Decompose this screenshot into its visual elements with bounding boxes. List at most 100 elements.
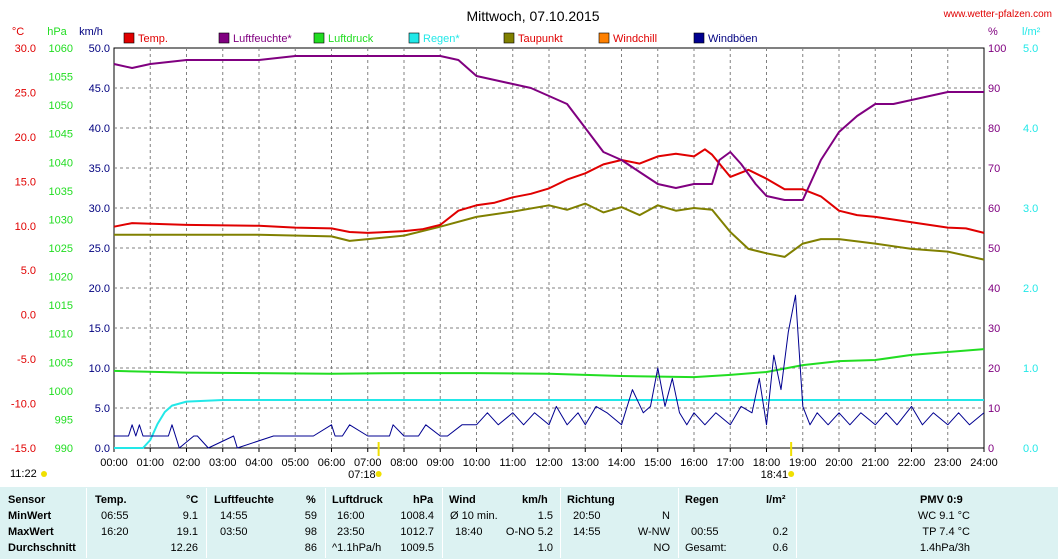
chart-axes: 00:00 01:00 02:00 03:00 04:00 05:00 06:00 07:00… xyxy=(11,26,1041,469)
pressure-axis-label: 1020 xyxy=(49,272,73,284)
avg-pressure-value: 1009.5 xyxy=(400,542,434,554)
humidity-axis-label: 70 xyxy=(988,163,1000,175)
legend-label: Temp. xyxy=(138,33,168,45)
wind-axis-label: 35.0 xyxy=(89,163,110,175)
header-pmv: PMV 0:9 xyxy=(920,494,963,506)
wind-unit: km/h xyxy=(79,26,103,38)
header-pressure: Luftdruck xyxy=(332,494,383,506)
pressure-axis-label: 1050 xyxy=(49,100,73,112)
min-humidity-time: 14:55 xyxy=(220,510,248,522)
x-tick-label: 15:00 xyxy=(644,457,672,469)
max-direction-value: W-NW xyxy=(637,526,670,538)
wind-axis-label: 25.0 xyxy=(89,243,110,255)
x-tick-label: 03:00 xyxy=(209,457,237,469)
legend-label: Windböen xyxy=(708,33,758,45)
x-tick-label: 16:00 xyxy=(680,457,708,469)
min-temp-time: 06:55 xyxy=(101,510,129,522)
min-temp-value: 9.1 xyxy=(182,510,198,522)
max-temp-value: 19.1 xyxy=(176,526,198,538)
header-rain: Regen xyxy=(685,494,719,506)
humidity-unit: % xyxy=(988,26,998,38)
avg-humidity-value: 86 xyxy=(304,542,317,554)
website-link[interactable]: www.wetter-pfalzen.com xyxy=(943,9,1052,20)
x-tick-label: 23:00 xyxy=(934,457,962,469)
wind-axis-label: 50.0 xyxy=(89,43,110,55)
legend-swatch xyxy=(693,32,705,44)
wind-axis-label: 0.0 xyxy=(95,443,110,455)
chart-title: Mittwoch, 07.10.2015 xyxy=(466,8,599,24)
table-separator xyxy=(796,488,797,558)
x-tick-label: 13:00 xyxy=(571,457,599,469)
x-tick-label: 24:00 xyxy=(970,457,998,469)
x-tick-label: 00:00 xyxy=(100,457,128,469)
humidity-axis-label: 60 xyxy=(988,203,1000,215)
max-pressure-time: 23:50 xyxy=(337,526,365,538)
pressure-axis-label: 1045 xyxy=(49,129,73,141)
series-line-taupunkt xyxy=(114,202,985,261)
x-tick-label: 14:00 xyxy=(608,457,636,469)
plot-area xyxy=(113,55,985,449)
min-direction-time: 20:50 xyxy=(573,510,601,522)
x-tick-label: 12:00 xyxy=(535,457,563,469)
marker-dot xyxy=(788,471,795,477)
header-humidity-unit: % xyxy=(306,494,316,506)
humidity-axis-label: 20 xyxy=(988,363,1000,375)
table-separator xyxy=(325,488,326,558)
weather-chart: Mittwoch, 07.10.2015 www.wetter-pfalzen.… xyxy=(10,8,1052,481)
header-wind-unit: km/h xyxy=(522,494,548,506)
avg-temp-value: 12.26 xyxy=(170,542,198,554)
wind-axis-label: 15.0 xyxy=(89,323,110,335)
header-direction: Richtung xyxy=(567,494,615,506)
max-wind-time: 18:40 xyxy=(455,526,483,538)
header-wind: Wind xyxy=(449,494,476,506)
legend-label: Luftfeuchte* xyxy=(233,33,292,45)
temp-unit: °C xyxy=(12,26,24,38)
rain-axis-label: 2.0 xyxy=(1023,283,1038,295)
x-tick-label: 05:00 xyxy=(281,457,309,469)
humidity-axis-label: 30 xyxy=(988,323,1000,335)
series-line-luftfeuchte xyxy=(113,55,984,201)
row-label-avg: Durchschnitt xyxy=(8,542,76,554)
humidity-axis-label: 50 xyxy=(988,243,1000,255)
humidity-axis-label: 0 xyxy=(988,443,994,455)
header-temp-unit: °C xyxy=(186,494,199,506)
avg-wind-value: 1.0 xyxy=(537,542,553,554)
humidity-axis-label: 80 xyxy=(988,123,1000,135)
pressure-axis-label: 1000 xyxy=(49,386,73,398)
max-humidity-time: 03:50 xyxy=(220,526,248,538)
rain-axis-label: 4.0 xyxy=(1023,123,1038,135)
row-label-max: MaxWert xyxy=(8,526,54,538)
header-temp: Temp. xyxy=(95,494,127,506)
humidity-axis-label: 100 xyxy=(988,43,1006,55)
humidity-axis-label: 40 xyxy=(988,283,1000,295)
series-line-regen xyxy=(114,399,984,449)
x-tick-label: 09:00 xyxy=(426,457,454,469)
pressure-axis-label: 1030 xyxy=(49,214,73,226)
pressure-trend: ^1.1hPa/h xyxy=(332,542,382,554)
series-line-luftdruck xyxy=(113,348,985,379)
max-rain-time: 00:55 xyxy=(691,526,719,538)
wind-axis-label: 10.0 xyxy=(89,363,110,375)
wind-axis-label: 30.0 xyxy=(89,203,110,215)
wind-axis-label: 40.0 xyxy=(89,123,110,135)
series-line-windben xyxy=(114,294,985,449)
temp-axis-label: 25.0 xyxy=(15,87,36,99)
temp-axis-label: -15.0 xyxy=(11,443,36,455)
temp-axis-label: -10.0 xyxy=(11,399,36,411)
legend-swatch xyxy=(598,32,610,44)
wind-axis-label: 20.0 xyxy=(89,283,110,295)
pressure-3h-trend: 1.4hPa/3h xyxy=(919,542,970,554)
temp-axis-label: 10.0 xyxy=(15,221,36,233)
chart-legend: Temp. Luftfeuchte* Luftdruck Regen* Taupunkt… xyxy=(123,32,758,45)
time-markers: 11:22 07:18 18:41 xyxy=(10,442,795,481)
legend-label: Taupunkt xyxy=(518,33,563,45)
pressure-axis-label: 1010 xyxy=(49,329,73,341)
legend-swatch xyxy=(408,32,420,44)
min-humidity-value: 59 xyxy=(304,510,317,522)
table-separator xyxy=(442,488,443,558)
marker-dot xyxy=(375,471,382,477)
wind-axis-label: 45.0 xyxy=(89,83,110,95)
min-pressure-time: 16:00 xyxy=(337,510,365,522)
x-tick-label: 19:00 xyxy=(789,457,817,469)
min-wind-label: Ø 10 min. xyxy=(450,510,498,522)
